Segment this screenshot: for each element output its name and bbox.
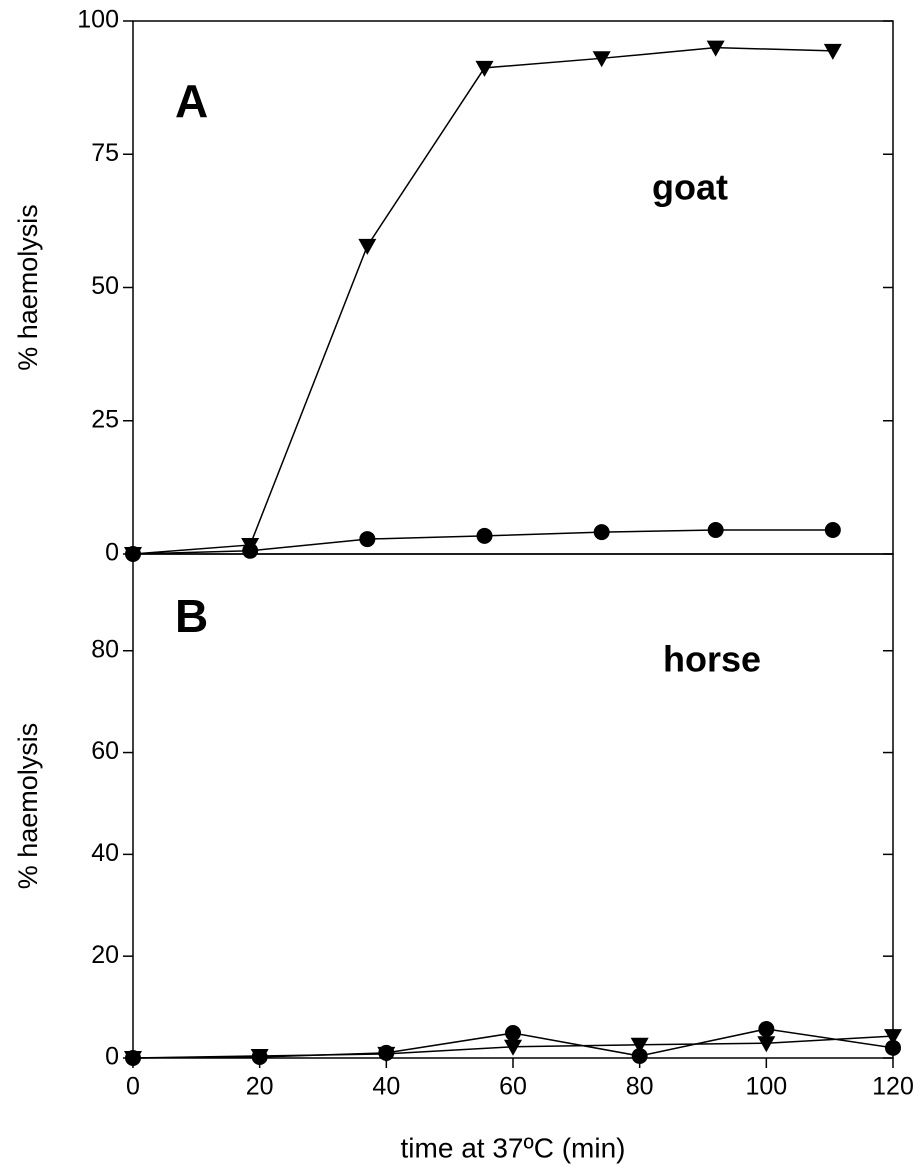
- x-tick-label: 120: [872, 1073, 914, 1101]
- marker-triangle: [475, 60, 494, 77]
- x-tick-label: 0: [126, 1073, 140, 1101]
- panel-label: A: [175, 75, 208, 127]
- marker-circle: [824, 522, 841, 539]
- marker-triangle: [630, 1037, 649, 1054]
- marker-circle: [359, 531, 376, 548]
- marker-circle: [631, 1047, 648, 1064]
- marker-triangle: [884, 1029, 902, 1046]
- x-tick-label: 80: [626, 1073, 654, 1101]
- y-tick-label: 0: [105, 539, 119, 567]
- y-tick-label: 75: [91, 139, 119, 167]
- y-tick-label: 80: [91, 635, 119, 663]
- marker-triangle: [706, 40, 725, 57]
- x-tick-label: 60: [499, 1073, 527, 1101]
- marker-circle: [378, 1044, 395, 1061]
- x-tick-label: 40: [372, 1073, 400, 1101]
- y-tick-label: 60: [91, 737, 119, 765]
- y-tick-label: 50: [91, 272, 119, 300]
- series-line: [132, 46, 833, 555]
- marker-circle: [707, 522, 724, 539]
- x-axis-label: time at 37ºC (min): [401, 1132, 626, 1163]
- y-axis-label: % haemolysis: [13, 204, 43, 371]
- marker-circle: [505, 1025, 521, 1042]
- x-tick-label: 20: [246, 1073, 274, 1101]
- y-tick-label: 100: [77, 6, 119, 34]
- marker-triangle: [504, 1039, 522, 1056]
- marker-circle: [593, 524, 610, 541]
- marker-triangle: [592, 51, 611, 68]
- plot-frame: [132, 20, 894, 555]
- panel-label: B: [175, 590, 208, 642]
- y-tick-label: 0: [105, 1043, 119, 1071]
- marker-circle: [885, 1039, 901, 1056]
- x-tick-label: 100: [745, 1073, 787, 1101]
- annotation: goat: [652, 167, 728, 208]
- marker-triangle: [757, 1036, 776, 1053]
- marker-triangle: [823, 43, 842, 60]
- marker-circle: [251, 1048, 268, 1065]
- annotation: horse: [663, 639, 761, 680]
- y-tick-label: 25: [91, 405, 119, 433]
- marker-circle: [758, 1020, 775, 1037]
- marker-triangle: [358, 238, 377, 255]
- marker-circle: [476, 527, 493, 544]
- y-tick-label: 40: [91, 839, 119, 867]
- marker-circle: [242, 542, 259, 559]
- y-axis-label: % haemolysis: [13, 723, 43, 890]
- marker-circle: [125, 1050, 141, 1066]
- y-tick-label: 20: [91, 941, 119, 969]
- plot-frame: [132, 553, 894, 1059]
